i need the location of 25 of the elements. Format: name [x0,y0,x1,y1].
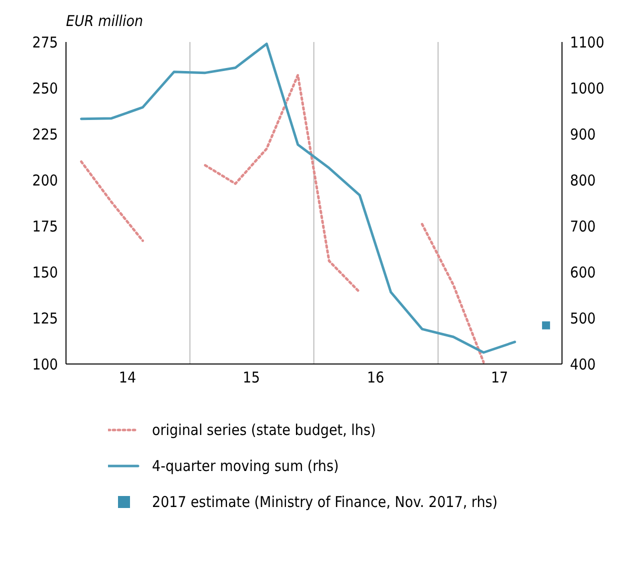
y-tick-label: 200 [32,171,58,190]
x-tick-label: 14 [118,368,136,387]
y2-tick-label: 1000 [570,79,604,98]
y-tick-label: 275 [32,33,58,52]
legend-label: 4-quarter moving sum (rhs) [152,457,339,475]
y2-tick-label: 800 [570,171,596,190]
y-tick-label: 225 [32,125,58,144]
y-tick-label: 250 [32,79,58,98]
y2-tick-label: 1100 [570,33,604,52]
x-tick-label: 15 [242,368,260,387]
y-tick-label: 175 [32,217,58,236]
y2-tick-label: 600 [570,263,596,282]
y-tick-label: 150 [32,263,58,282]
y2-tick-label: 400 [570,355,596,374]
y-tick-label: 125 [32,309,58,328]
x-tick-label: 17 [490,368,508,387]
y2-tick-label: 700 [570,217,596,236]
y-tick-label: 100 [32,355,58,374]
y2-tick-label: 900 [570,125,596,144]
y2-tick-label: 500 [570,309,596,328]
y-axis-title: EUR million [66,12,144,30]
legend-label: 2017 estimate (Ministry of Finance, Nov. 2017, rhs) [152,493,498,511]
line-series [80,42,516,354]
x-tick-label: 16 [367,368,384,387]
legend-label: original series (state budget, lhs) [152,421,376,439]
